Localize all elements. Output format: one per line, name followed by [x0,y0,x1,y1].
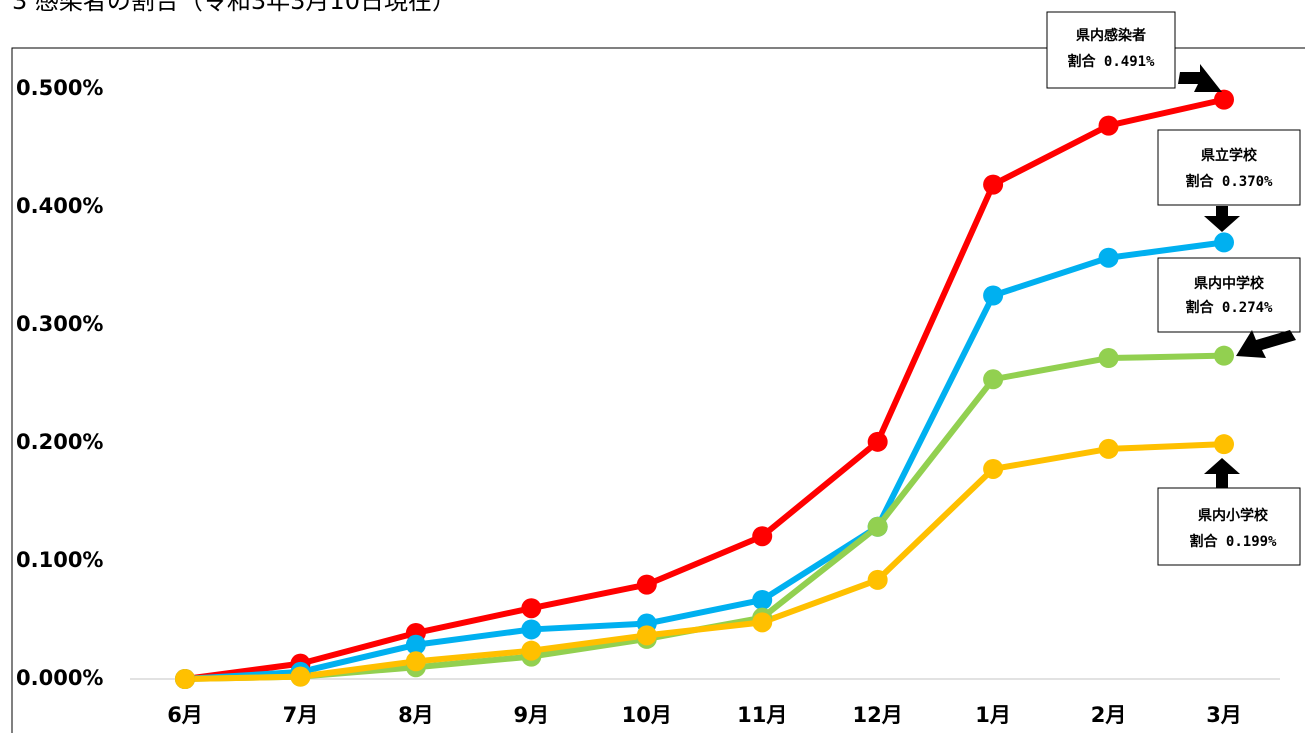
data-point [1098,438,1119,459]
x-tick-label: 6月 [167,703,203,727]
arrow [1178,64,1222,92]
y-tick-label: 0.100% [16,548,103,572]
data-point [1214,232,1234,253]
x-tick-label: 11月 [737,703,787,727]
plot-frame [11,47,1305,733]
annotation-box [1157,257,1301,333]
y-tick-label: 0.400% [16,194,103,218]
annotation-box [1157,129,1301,206]
data-point [1214,89,1234,110]
annotation-title: 県内中学校 [1194,275,1265,292]
data-point [752,589,773,610]
x-tick-label: 7月 [283,703,319,727]
data-point [405,651,426,672]
x-tick-label: 8月 [398,703,434,727]
data-point [405,634,426,655]
data-point [1098,115,1119,136]
annotation-box [1046,11,1176,89]
annotation-text: 割合 0.274% [1185,299,1273,316]
x-tick-label: 9月 [514,703,550,727]
annotations: 県内感染者 割合 0.491% 県立学校 割合 0.370% 県内中学校 割合 … [1046,11,1301,566]
annotation-box [1157,487,1301,566]
data-point [752,526,773,547]
annotation-text: 割合 0.491% [1067,53,1155,70]
y-tick-label: 0.500% [16,76,103,100]
series-line [184,96,1225,682]
annotation-title: 県内小学校 [1198,507,1269,524]
data-point [1214,434,1234,455]
data-point [983,458,1004,479]
x-tick-label: 12月 [853,703,903,727]
data-point [867,569,888,590]
data-point [636,625,657,646]
data-point [175,669,195,689]
plot-area: 0.000% 0.100% 0.200% 0.300% 0.400% 0.500% 6月 7月… [16,76,1280,727]
annotation-text: 割合 0.370% [1185,173,1273,190]
data-point [867,516,888,537]
x-tick-label: 1月 [975,703,1011,727]
data-point [521,598,542,619]
arrow [1236,330,1296,358]
data-point [521,640,542,661]
annotation-title: 県内感染者 [1076,27,1146,44]
chart-title: 3 感染者の割合（令和3年3月10日現在） [12,0,456,15]
data-point [290,666,311,687]
data-point [983,285,1004,306]
data-point [521,619,542,640]
data-point [1214,345,1234,366]
x-tick-label: 10月 [622,703,672,727]
data-point [1098,247,1119,268]
data-point [983,174,1004,195]
y-tick-label: 0.300% [16,312,103,336]
arrow [1204,206,1240,232]
series-line [184,441,1225,682]
data-point [1098,348,1119,369]
x-tick-label: 3月 [1206,703,1242,727]
series-line [184,239,1225,682]
y-tick-label: 0.200% [16,430,103,454]
data-point [983,369,1004,390]
x-tick-label: 2月 [1091,703,1127,727]
data-point [752,612,773,633]
annotation-title: 県立学校 [1201,147,1258,164]
data-point [867,431,888,452]
data-point [636,574,657,595]
arrow [1204,458,1240,488]
annotation-text: 割合 0.199% [1189,533,1277,550]
y-tick-label: 0.000% [16,666,103,690]
